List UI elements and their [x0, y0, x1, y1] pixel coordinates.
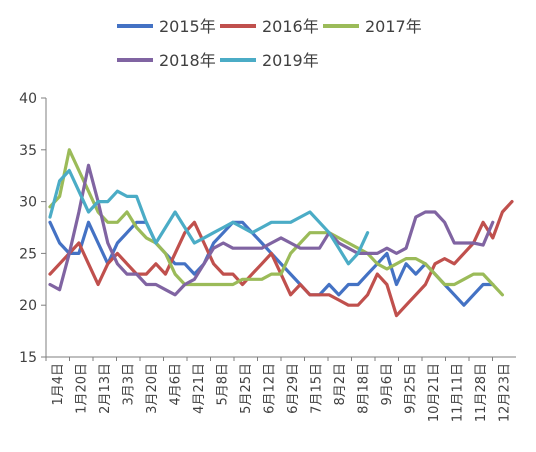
x-tick-label: 3月3日	[121, 363, 136, 406]
y-axis: 15 20 25 30 35 40	[19, 91, 47, 366]
x-tick-label: 8月18日	[356, 363, 371, 414]
x-tick-label: 9月25日	[403, 363, 418, 414]
x-tick-label: 11月11日	[450, 363, 465, 422]
x-tick-label: 11月28日	[474, 363, 489, 422]
series-line-3	[48, 148, 504, 297]
x-tick-label: 1月20日	[74, 363, 89, 414]
x-tick-label: 12月23日	[497, 363, 512, 422]
series-line-4	[48, 163, 495, 297]
y-tick-label: 30	[19, 195, 37, 211]
series-line-5	[48, 168, 370, 266]
legend-label: 2018年	[159, 51, 216, 70]
legend-label: 2016年	[262, 17, 319, 36]
x-tick-label: 1月4日	[51, 363, 66, 406]
plot-area	[48, 148, 514, 318]
x-tick-label: 6月12日	[262, 363, 277, 414]
x-tick-label: 2月13日	[98, 363, 113, 414]
x-tick-label: 10月21日	[427, 363, 442, 422]
y-tick-label: 35	[19, 143, 37, 159]
x-tick-label: 5月25日	[239, 363, 254, 414]
x-tick-label: 7月15日	[309, 363, 324, 414]
y-tick-label: 40	[19, 91, 37, 107]
chart-legend: 2015年 2016年 2017年 2018年 2019年	[117, 17, 422, 70]
y-tick-label: 25	[19, 246, 37, 262]
y-tick-label: 15	[19, 350, 37, 366]
legend-label: 2017年	[365, 17, 422, 36]
x-axis: 1月4日 1月20日 2月13日 3月3日 3月20日 4月6日 4月21日 5月8日 5月25…	[45, 356, 516, 422]
x-tick-label: 4月6日	[168, 363, 183, 406]
x-tick-label: 5月8日	[215, 363, 230, 406]
x-tick-label: 4月21日	[192, 363, 207, 414]
x-tick-label: 3月20日	[145, 363, 160, 414]
y-tick-label: 20	[19, 298, 37, 314]
legend-label: 2015年	[159, 17, 216, 36]
x-tick-label: 9月6日	[380, 363, 395, 406]
legend-label: 2019年	[262, 51, 319, 70]
x-tick-label: 6月29日	[286, 363, 301, 414]
x-tick-label: 8月2日	[333, 363, 348, 406]
